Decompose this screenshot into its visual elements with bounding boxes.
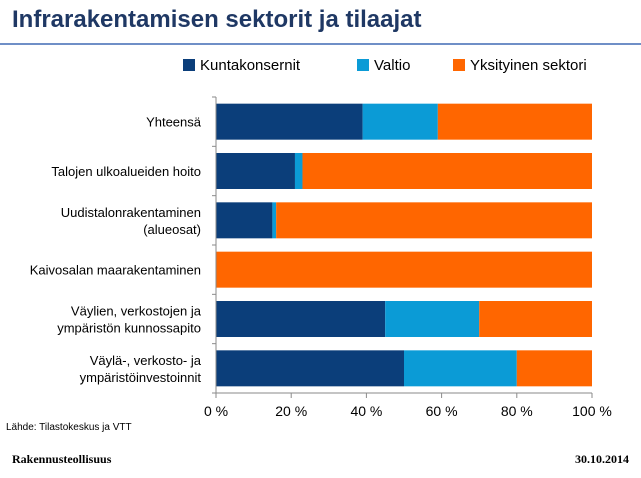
slide-title: Infrarakentamisen sektorit ja tilaajat: [12, 6, 422, 33]
category-label: ympäristön kunnossapito: [57, 321, 201, 336]
bar-segment: [516, 350, 592, 387]
legend-swatch-3: [453, 59, 465, 71]
legend-label-1: Kuntakonsernit: [200, 57, 301, 74]
x-tick-label: 40 %: [350, 403, 382, 419]
category-label: (alueosat): [143, 222, 201, 237]
bar-segment: [216, 153, 295, 189]
bar-segment: [362, 103, 438, 140]
category-label: Kaivosalan maarakentaminen: [30, 263, 201, 278]
bar-segment: [479, 301, 592, 337]
category-label: Talojen ulkoalueiden hoito: [51, 164, 201, 179]
x-tick-label: 100 %: [572, 403, 612, 419]
legend-swatch-1: [183, 59, 195, 71]
x-tick-label: 0 %: [204, 403, 228, 419]
title-divider: [0, 43, 641, 45]
bar-segment: [437, 103, 592, 140]
bar-segment: [276, 202, 592, 239]
bar-segment: [216, 202, 273, 239]
x-tick-label: 80 %: [501, 403, 533, 419]
category-label: Väylien, verkostojen ja: [71, 304, 202, 319]
footer-date: 30.10.2014: [575, 452, 629, 466]
bar-segment: [294, 153, 303, 189]
bar-segment: [404, 350, 517, 387]
x-tick-label: 60 %: [426, 403, 458, 419]
bar-segment: [216, 350, 404, 387]
bar-segment: [302, 153, 592, 189]
bar-segment: [272, 202, 277, 239]
bar-segment: [385, 301, 480, 337]
x-tick-label: 20 %: [275, 403, 307, 419]
category-label: Väylä-, verkosto- ja: [90, 353, 202, 368]
category-label: Uudistalonrakentaminen: [61, 205, 201, 220]
source-note: Lähde: Tilastokeskus ja VTT: [6, 422, 132, 433]
bar-segment: [216, 103, 363, 140]
category-label: Yhteensä: [146, 115, 202, 130]
category-label: ympäristöinvestoinnit: [80, 370, 202, 385]
legend-label-2: Valtio: [374, 57, 410, 74]
legend-swatch-2: [357, 59, 369, 71]
bar-segment: [216, 251, 592, 288]
bar-segment: [216, 301, 386, 337]
footer-organization: Rakennusteollisuus: [12, 452, 112, 466]
legend-label-3: Yksityinen sektori: [470, 57, 587, 74]
